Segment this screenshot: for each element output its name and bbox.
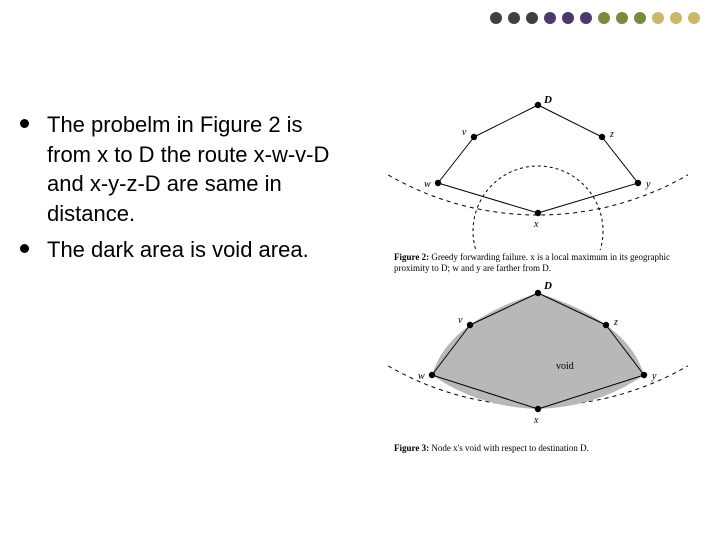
svg-text:z: z	[613, 317, 618, 328]
figure-3-caption: Figure 3: Node x's void with respect to …	[388, 443, 698, 454]
svg-text:void: void	[556, 361, 574, 372]
caption-prefix: Figure 3:	[394, 443, 431, 453]
svg-text:v: v	[462, 127, 467, 138]
caption-text: Greedy forwarding failure. x is a local …	[394, 252, 670, 273]
dot-icon	[526, 12, 538, 24]
svg-text:D: D	[543, 281, 552, 292]
svg-text:w: w	[418, 371, 425, 382]
svg-text:x: x	[533, 415, 539, 426]
svg-text:v: v	[458, 315, 463, 326]
svg-text:z: z	[609, 129, 614, 140]
dot-icon	[598, 12, 610, 24]
figure-2: Dv z w y x Figure 2: Greedy forwarding failu…	[388, 95, 698, 275]
svg-text:y: y	[645, 179, 651, 190]
figure-2-svg: Dv z w y x	[388, 95, 688, 250]
dot-icon	[580, 12, 592, 24]
svg-text:w: w	[424, 179, 431, 190]
bullet-icon	[20, 244, 29, 253]
dot-icon	[670, 12, 682, 24]
dot-icon	[688, 12, 700, 24]
bullet-list: The probelm in Figure 2 is from x to D t…	[20, 110, 350, 270]
caption-prefix: Figure 2:	[394, 252, 431, 262]
bullet-text: The probelm in Figure 2 is from x to D t…	[47, 110, 350, 229]
caption-text: Node x's void with respect to destinatio…	[431, 443, 589, 453]
figure-3-svg: Dv z w y x void	[388, 281, 688, 441]
bullet-text: The dark area is void area.	[47, 235, 309, 265]
dot-icon	[490, 12, 502, 24]
svg-text:D: D	[543, 95, 552, 106]
dot-icon	[634, 12, 646, 24]
figure-3: Dv z w y x void Figure 3: Node x's void with …	[388, 281, 698, 454]
svg-text:y: y	[651, 371, 657, 382]
decorative-dots	[490, 12, 700, 24]
figure-2-caption: Figure 2: Greedy forwarding failure. x i…	[388, 252, 698, 275]
dot-icon	[544, 12, 556, 24]
list-item: The probelm in Figure 2 is from x to D t…	[20, 110, 350, 229]
list-item: The dark area is void area.	[20, 235, 350, 265]
dot-icon	[562, 12, 574, 24]
dot-icon	[652, 12, 664, 24]
dot-icon	[616, 12, 628, 24]
svg-text:x: x	[533, 219, 539, 230]
dot-icon	[508, 12, 520, 24]
figures-panel: Dv z w y x Figure 2: Greedy forwarding failu…	[388, 95, 698, 460]
bullet-icon	[20, 119, 29, 128]
